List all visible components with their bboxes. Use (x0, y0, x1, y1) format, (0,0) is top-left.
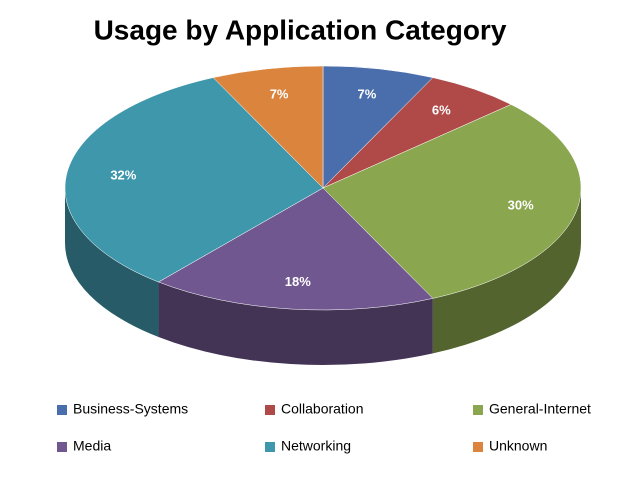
data-label: 6% (432, 102, 451, 117)
legend-swatch (265, 405, 275, 415)
legend-swatch (473, 405, 483, 415)
slice-side (65, 188, 159, 338)
legend-swatch (473, 442, 483, 452)
data-label: 18% (285, 274, 311, 289)
legend-label: Unknown (489, 438, 547, 454)
slice (157, 187, 434, 311)
legend-swatch (57, 405, 67, 415)
slice-side (432, 188, 581, 354)
data-label: 7% (270, 87, 289, 102)
legend-swatch (265, 442, 275, 452)
slice (322, 65, 434, 189)
legend-swatch (57, 442, 67, 452)
slice (212, 65, 324, 189)
slice (322, 104, 582, 299)
slice-side (158, 282, 433, 365)
legend-label: Business-Systems (73, 401, 188, 417)
legend-label: Media (73, 438, 111, 454)
legend-label: Collaboration (281, 401, 364, 417)
legend-label: Networking (281, 438, 351, 454)
legend-label: General-Internet (489, 401, 591, 417)
chart-title: Usage by Application Category (94, 14, 507, 45)
data-label: 30% (508, 197, 534, 212)
data-label: 32% (110, 168, 136, 183)
slice (64, 77, 324, 283)
data-label: 7% (358, 87, 377, 102)
